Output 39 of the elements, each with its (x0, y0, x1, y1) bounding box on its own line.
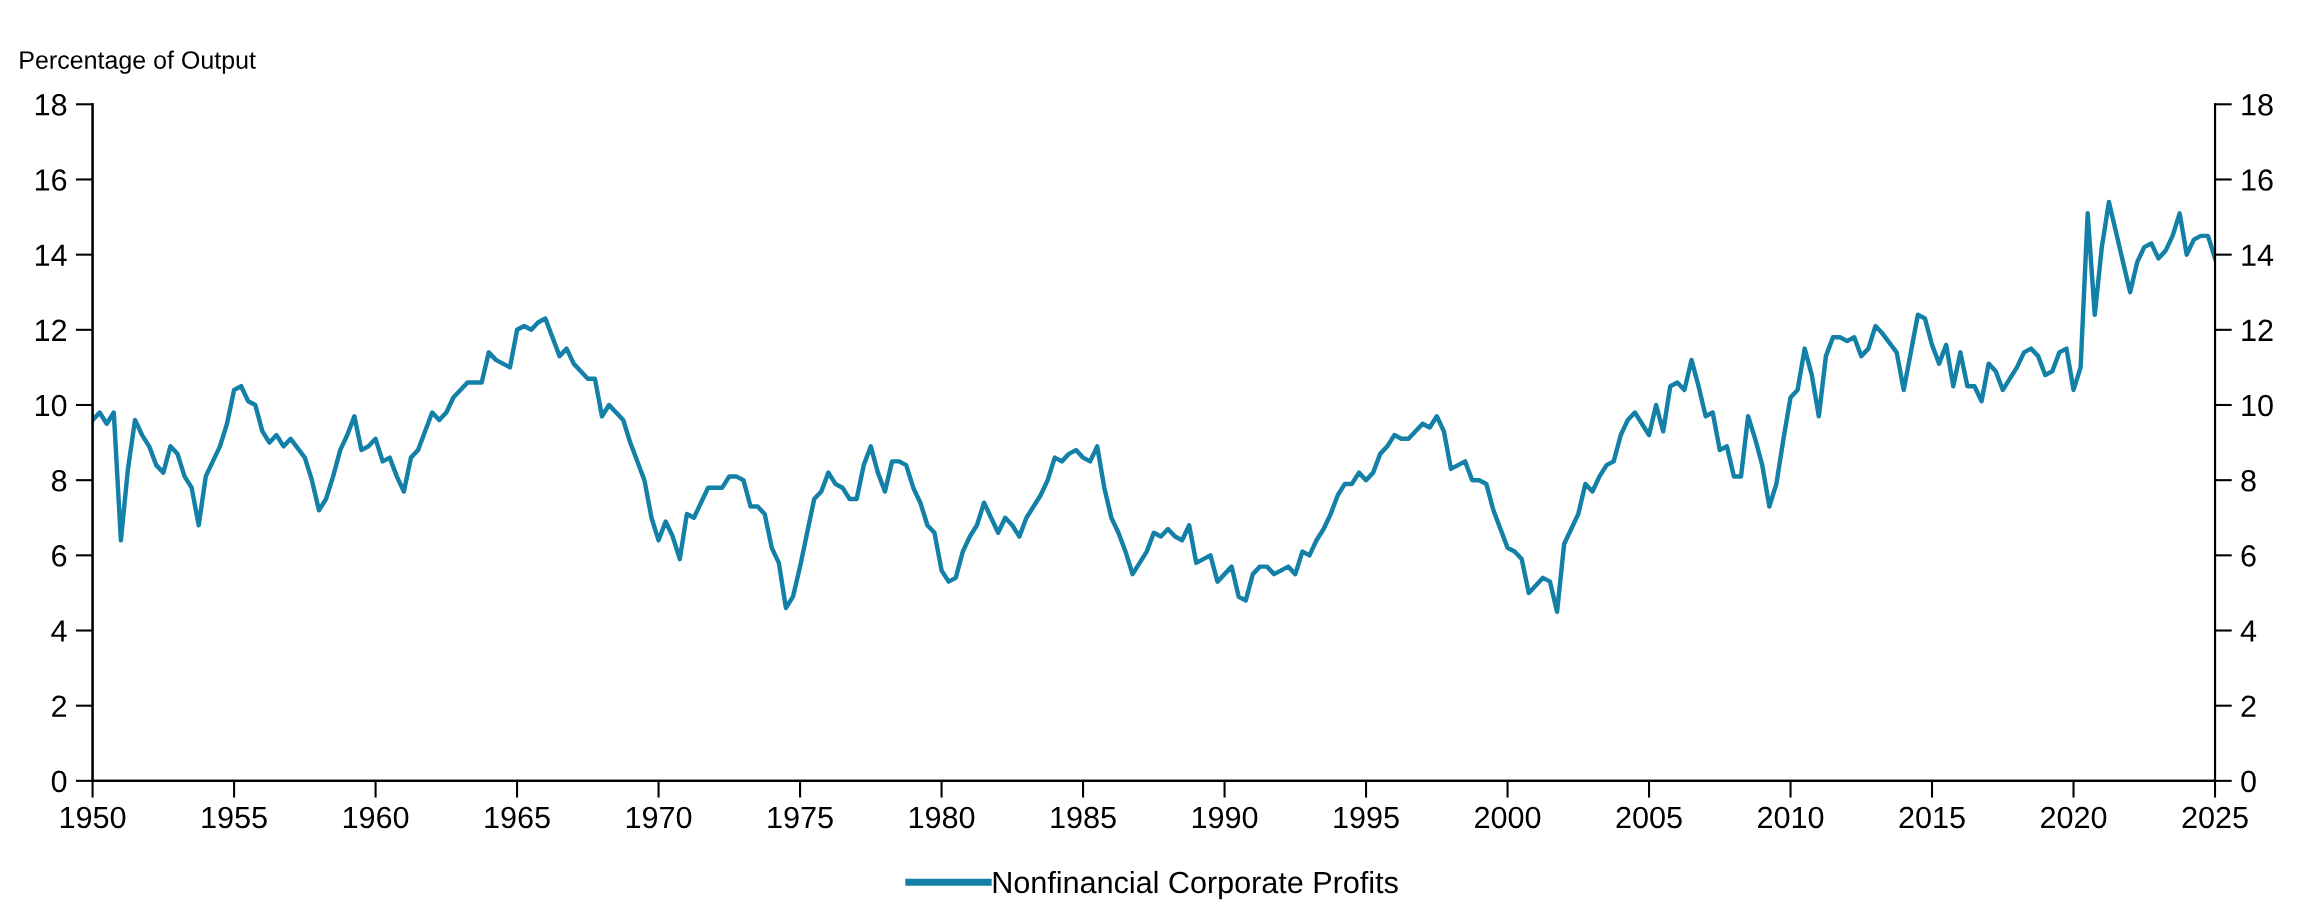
x-tick-label: 2010 (1758, 806, 1824, 829)
x-tick-label: 2020 (2041, 806, 2107, 829)
y2-tick-label: 16 (2242, 169, 2273, 191)
y-tick-label: 14 (35, 244, 67, 266)
y-tick-label: 18 (35, 94, 67, 116)
line-series (92, 199, 2216, 614)
x-tick-label: 1950 (60, 806, 126, 829)
x-tick-label: 1970 (626, 806, 692, 829)
y2-tick-label: 18 (2242, 94, 2273, 116)
y2-tick-label: 0 (2241, 770, 2256, 793)
x-tick-label: 1965 (485, 806, 550, 829)
x-tick-label: 1960 (343, 806, 409, 829)
x-tick-label: 1975 (768, 806, 833, 829)
y-tick-label: 10 (35, 394, 67, 417)
x-tick-label: 2000 (1475, 806, 1541, 829)
x-tick-label: 2005 (1616, 806, 1682, 829)
x-tick-label: 1980 (909, 806, 975, 829)
y-tick-label: 2 (52, 695, 67, 717)
y-tick-label: 8 (51, 469, 67, 492)
y2-tick-label: 6 (2241, 545, 2256, 567)
y-tick-label: 12 (35, 319, 67, 341)
x-tick-label: 2025 (2182, 806, 2248, 829)
y-tick-label: 16 (35, 169, 67, 191)
y2-tick-label: 10 (2242, 394, 2273, 417)
y2-tick-label: 4 (2240, 620, 2257, 642)
y2-tick-label: 14 (2242, 244, 2274, 266)
y-tick-label: 4 (51, 620, 67, 642)
y2-tick-label: 12 (2242, 319, 2273, 341)
y2-tick-label: 2 (2241, 695, 2256, 717)
y2-tick-label: 8 (2241, 469, 2256, 492)
y-axis-title: Percentage of Output (20, 50, 256, 74)
x-tick-label: 1990 (1192, 806, 1258, 829)
x-tick-label: 1955 (202, 806, 267, 829)
x-tick-label: 1985 (1051, 806, 1116, 829)
y-tick-label: 0 (51, 770, 67, 793)
y-tick-label: 6 (52, 545, 67, 567)
legend-label: Nonfinancial Corporate Profits (993, 870, 1398, 900)
x-tick-label: 2015 (1899, 806, 1965, 829)
x-tick-label: 1995 (1334, 806, 1399, 829)
